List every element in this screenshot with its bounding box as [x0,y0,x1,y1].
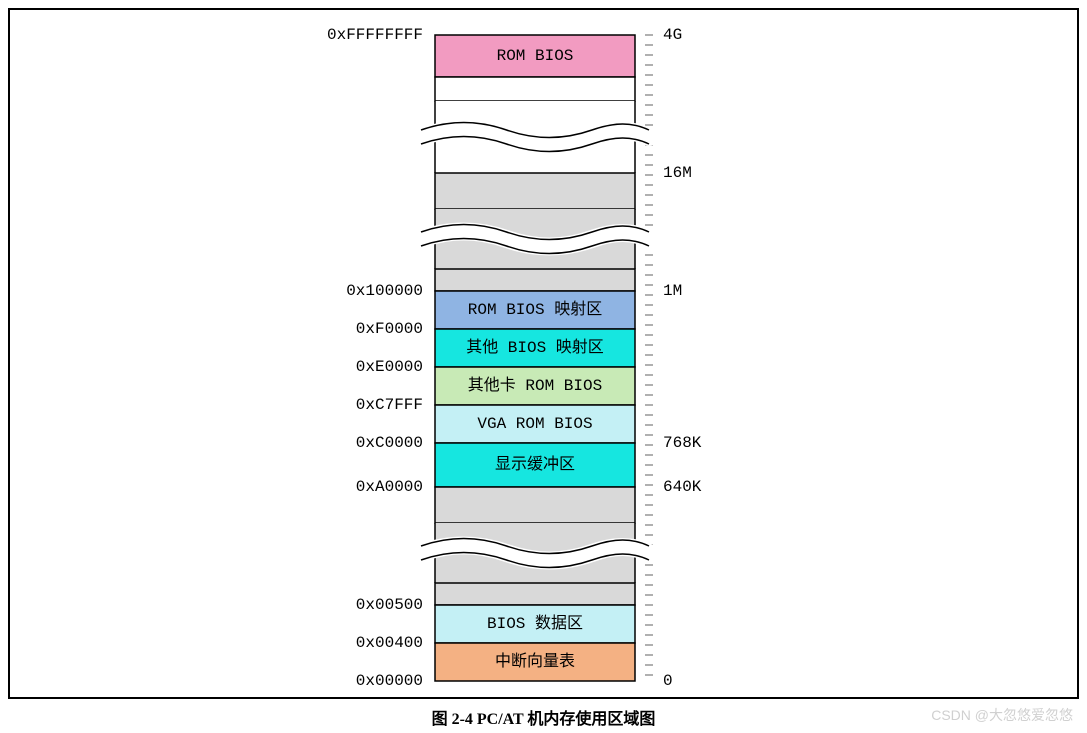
addr-left: 0x00400 [356,634,423,652]
addr-left: 0xE0000 [356,358,423,376]
addr-left: 0xA0000 [356,478,423,496]
mem-region [435,583,635,605]
mem-region-label: ROM BIOS [497,47,574,65]
mem-region [435,269,635,291]
addr-left: 0xC0000 [356,434,423,452]
addr-right: 4G [663,26,682,44]
mem-region [435,173,635,209]
addr-left: 0xFFFFFFFF [327,26,423,44]
mem-region-label: 中断向量表 [495,652,575,671]
mem-region-label: BIOS 数据区 [487,614,583,633]
addr-left: 0x00000 [356,672,423,690]
mem-region-label: VGA ROM BIOS [477,415,592,433]
mem-region-label: 其他卡 ROM BIOS [468,376,602,395]
addr-left: 0xF0000 [356,320,423,338]
addr-left: 0x100000 [346,282,423,300]
addr-right: 768K [663,434,702,452]
watermark-text: CSDN @大忽悠爱忽悠 [931,705,1073,725]
addr-left: 0x00500 [356,596,423,614]
mem-region-label: 其他 BIOS 映射区 [466,338,604,357]
diagram-frame: ROM BIOS ROM BIOS 映射区其他 BIOS 映射区其他卡 ROM B… [8,8,1079,699]
mem-region-label: 显示缓冲区 [495,455,575,474]
figure-caption: 图 2-4 PC/AT 机内存使用区域图 [0,699,1087,733]
addr-right: 0 [663,672,673,690]
addr-right: 16M [663,164,692,182]
addr-right: 640K [663,478,702,496]
mem-region [435,77,635,101]
mem-region-label: ROM BIOS 映射区 [468,300,602,319]
addr-left: 0xC7FFF [356,396,423,414]
addr-right: 1M [663,282,682,300]
memory-map-svg: ROM BIOS ROM BIOS 映射区其他 BIOS 映射区其他卡 ROM B… [10,10,1079,699]
mem-region [435,487,635,523]
